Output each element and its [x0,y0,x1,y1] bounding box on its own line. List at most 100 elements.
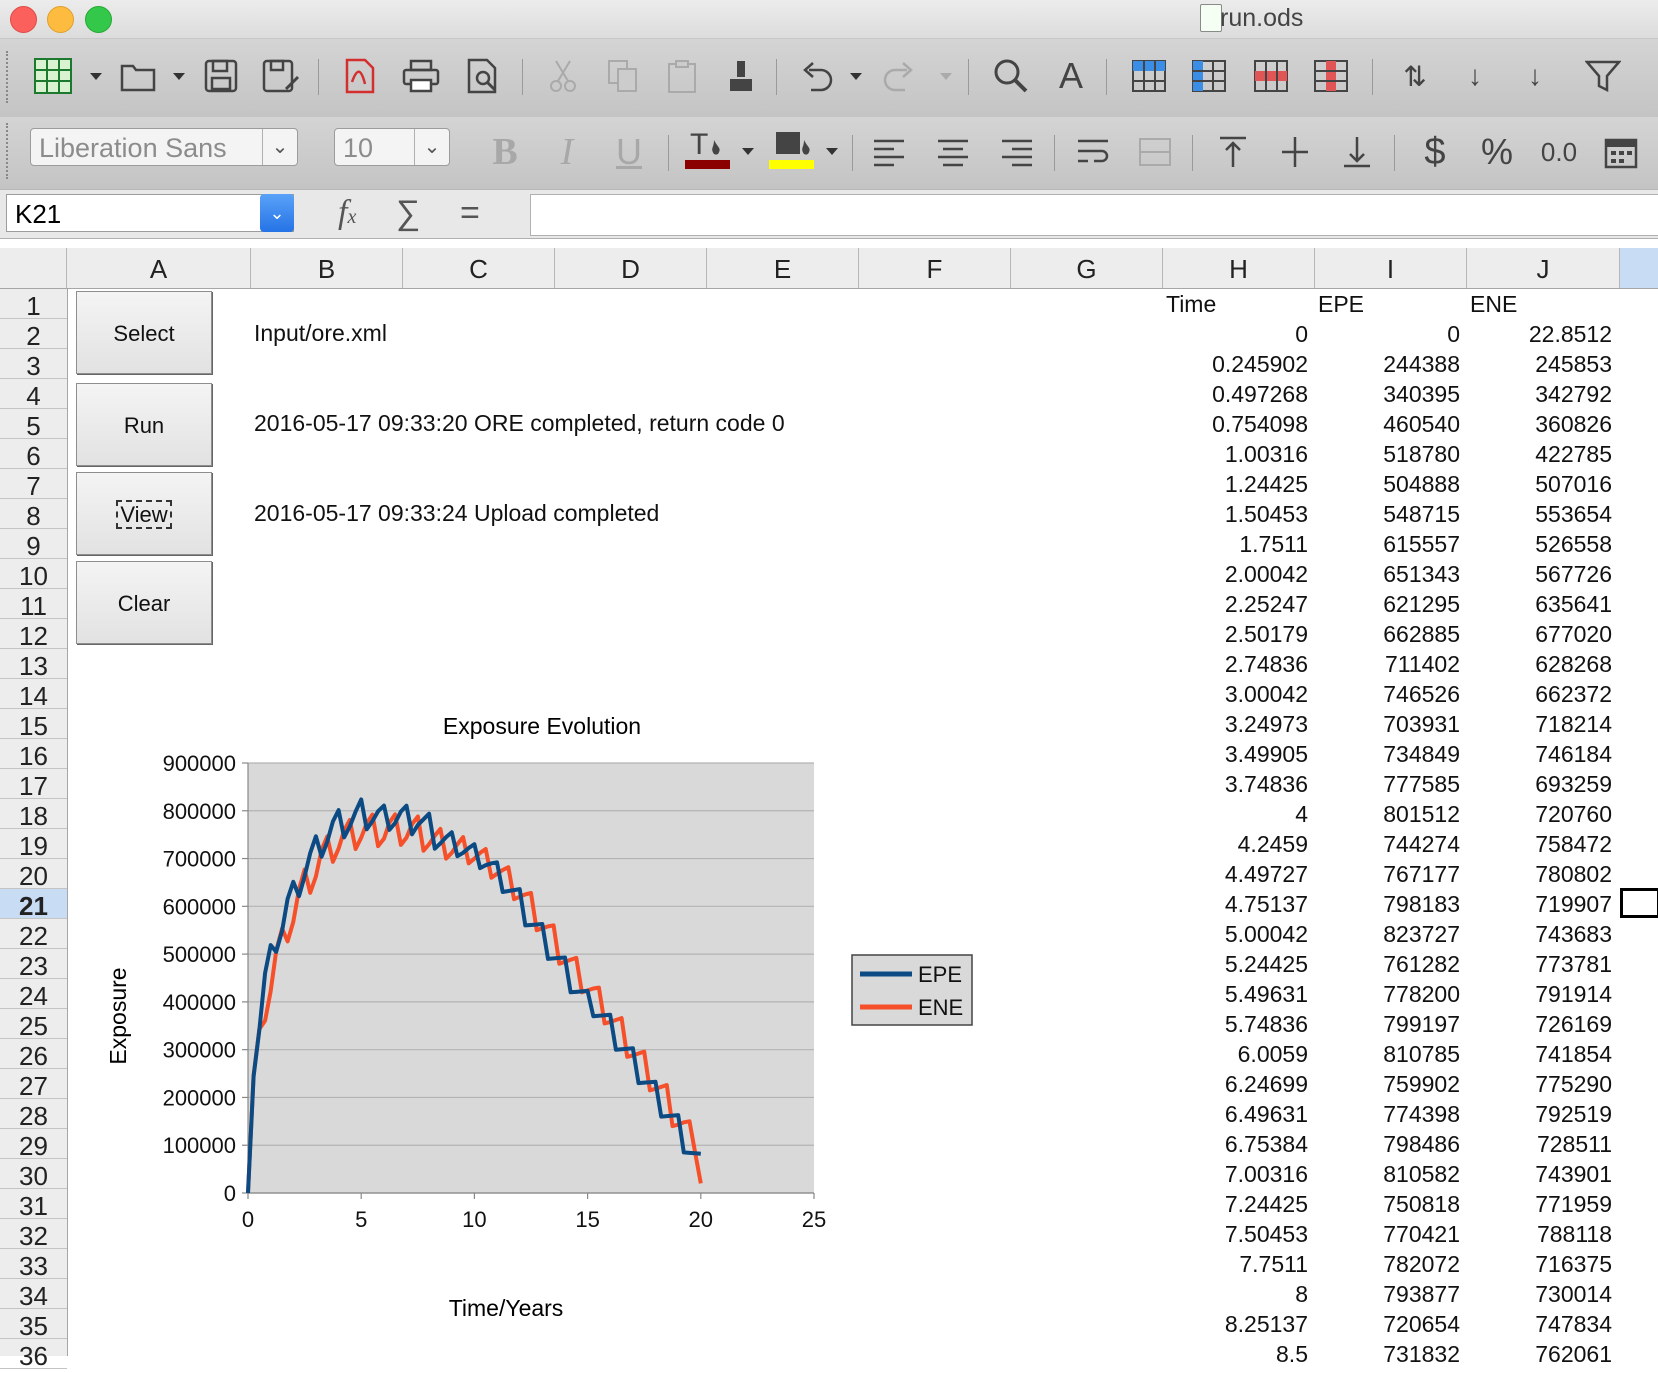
column-header-g[interactable]: G [1011,248,1163,288]
row-header-17[interactable]: 17 [0,769,67,801]
column-header-b[interactable]: B [251,248,403,288]
cell-j5[interactable]: 360826 [1535,411,1612,437]
cell-j28[interactable]: 792519 [1535,1101,1612,1127]
run-button[interactable]: Run [76,383,212,466]
cell-h33[interactable]: 7.7511 [1239,1251,1308,1277]
cell-i21[interactable]: 798183 [1383,891,1460,917]
cut-icon[interactable] [540,53,586,99]
row-header-14[interactable]: 14 [0,679,67,711]
row-header-30[interactable]: 30 [0,1159,67,1191]
cell-i19[interactable]: 744274 [1383,831,1460,857]
cell-h5[interactable]: 0.754098 [1212,411,1308,437]
delete-column-icon[interactable] [1308,53,1354,99]
row-header-24[interactable]: 24 [0,979,67,1011]
bold-icon[interactable]: B [492,131,518,173]
row-header-21[interactable]: 21 [0,889,67,921]
highlight-dropdown-arrow[interactable] [826,148,838,155]
cell-h10[interactable]: 2.00042 [1224,561,1308,587]
cell-b5[interactable]: 2016-05-17 09:33:20 ORE completed, retur… [254,410,785,436]
row-header-12[interactable]: 12 [0,619,67,651]
cell-j7[interactable]: 507016 [1535,471,1612,497]
cell-j17[interactable]: 693259 [1535,771,1612,797]
percent-icon[interactable]: % [1480,131,1513,172]
cell-i23[interactable]: 761282 [1383,951,1460,977]
row-header-18[interactable]: 18 [0,799,67,831]
cell-h7[interactable]: 1.24425 [1224,471,1308,497]
chevron-down-icon[interactable]: ⌄ [414,129,449,165]
row-header-32[interactable]: 32 [0,1219,67,1251]
underline-icon[interactable]: U [616,131,642,172]
cell-i35[interactable]: 720654 [1383,1311,1460,1337]
cell-j29[interactable]: 728511 [1536,1131,1612,1157]
cell-i27[interactable]: 759902 [1383,1071,1460,1097]
cell-h1[interactable]: Time [1166,291,1217,317]
font-color-icon[interactable]: T [684,125,730,171]
formula-input[interactable] [530,194,1658,236]
cell-h9[interactable]: 1.7511 [1239,531,1308,557]
align-center-icon[interactable] [930,129,976,175]
row-header-22[interactable]: 22 [0,919,67,951]
cell-h6[interactable]: 1.00316 [1224,441,1308,467]
cell-j30[interactable]: 743901 [1535,1161,1612,1187]
column-header-f[interactable]: F [859,248,1011,288]
row-header-35[interactable]: 35 [0,1309,67,1341]
cell-j4[interactable]: 342792 [1535,381,1612,407]
cell-h12[interactable]: 2.50179 [1224,621,1308,647]
column-header-j[interactable]: J [1467,248,1620,288]
column-header-e[interactable]: E [707,248,859,288]
cell-j6[interactable]: 422785 [1535,441,1612,467]
row-header-13[interactable]: 13 [0,649,67,681]
cell-i7[interactable]: 504888 [1383,471,1460,497]
row-header-28[interactable]: 28 [0,1099,67,1131]
row-header-11[interactable]: 11 [0,589,67,621]
copy-icon[interactable] [600,53,646,99]
cell-h16[interactable]: 3.49905 [1224,741,1308,767]
row-header-29[interactable]: 29 [0,1129,67,1161]
series-line-epe[interactable] [246,797,701,1194]
cell-j33[interactable]: 716375 [1535,1251,1612,1277]
cell-i33[interactable]: 782072 [1383,1251,1460,1277]
wrap-text-icon[interactable] [1070,129,1116,175]
row-header-16[interactable]: 16 [0,739,67,771]
cell-h36[interactable]: 8.5 [1276,1341,1308,1367]
cell-h35[interactable]: 8.25137 [1224,1311,1308,1337]
row-header-15[interactable]: 15 [0,709,67,741]
row-header-3[interactable]: 3 [0,349,67,381]
cell-j21[interactable]: 719907 [1535,891,1612,917]
spellcheck-icon[interactable]: A [1058,55,1083,96]
column-header-h[interactable]: H [1163,248,1315,288]
function-wizard-icon[interactable]: fx [338,194,357,231]
cell-i15[interactable]: 703931 [1383,711,1460,737]
date-format-icon[interactable] [1598,129,1644,175]
row-header-2[interactable]: 2 [0,319,67,351]
merge-cells-icon[interactable] [1132,129,1178,175]
redo-icon[interactable] [876,53,922,99]
font-name-combo[interactable]: Liberation Sans ⌄ [30,128,298,166]
cell-i13[interactable]: 711402 [1384,651,1460,677]
pdf-icon[interactable] [336,53,382,99]
column-header-i[interactable]: I [1315,248,1467,288]
cell-i34[interactable]: 793877 [1383,1281,1460,1307]
cell-h13[interactable]: 2.74836 [1224,651,1308,677]
close-window-button[interactable] [10,6,37,33]
cell-i9[interactable]: 615557 [1383,531,1460,557]
print-icon[interactable] [398,53,444,99]
print-preview-icon[interactable] [460,53,506,99]
row-header-36[interactable]: 36 [0,1339,67,1371]
cell-j31[interactable]: 771959 [1535,1191,1612,1217]
row-header-10[interactable]: 10 [0,559,67,591]
row-header-20[interactable]: 20 [0,859,67,891]
row-header-27[interactable]: 27 [0,1069,67,1101]
row-header-34[interactable]: 34 [0,1279,67,1311]
cell-h23[interactable]: 5.24425 [1224,951,1308,977]
cell-h32[interactable]: 7.50453 [1224,1221,1308,1247]
row-header-9[interactable]: 9 [0,529,67,561]
paste-icon[interactable] [660,53,706,99]
cell-h27[interactable]: 6.24699 [1224,1071,1308,1097]
cell-i31[interactable]: 750818 [1383,1191,1460,1217]
row-header-5[interactable]: 5 [0,409,67,441]
toolbar-grip[interactable] [6,51,12,103]
cell-h20[interactable]: 4.49727 [1224,861,1308,887]
cell-i36[interactable]: 731832 [1383,1341,1460,1367]
align-bottom-icon[interactable] [1334,129,1380,175]
